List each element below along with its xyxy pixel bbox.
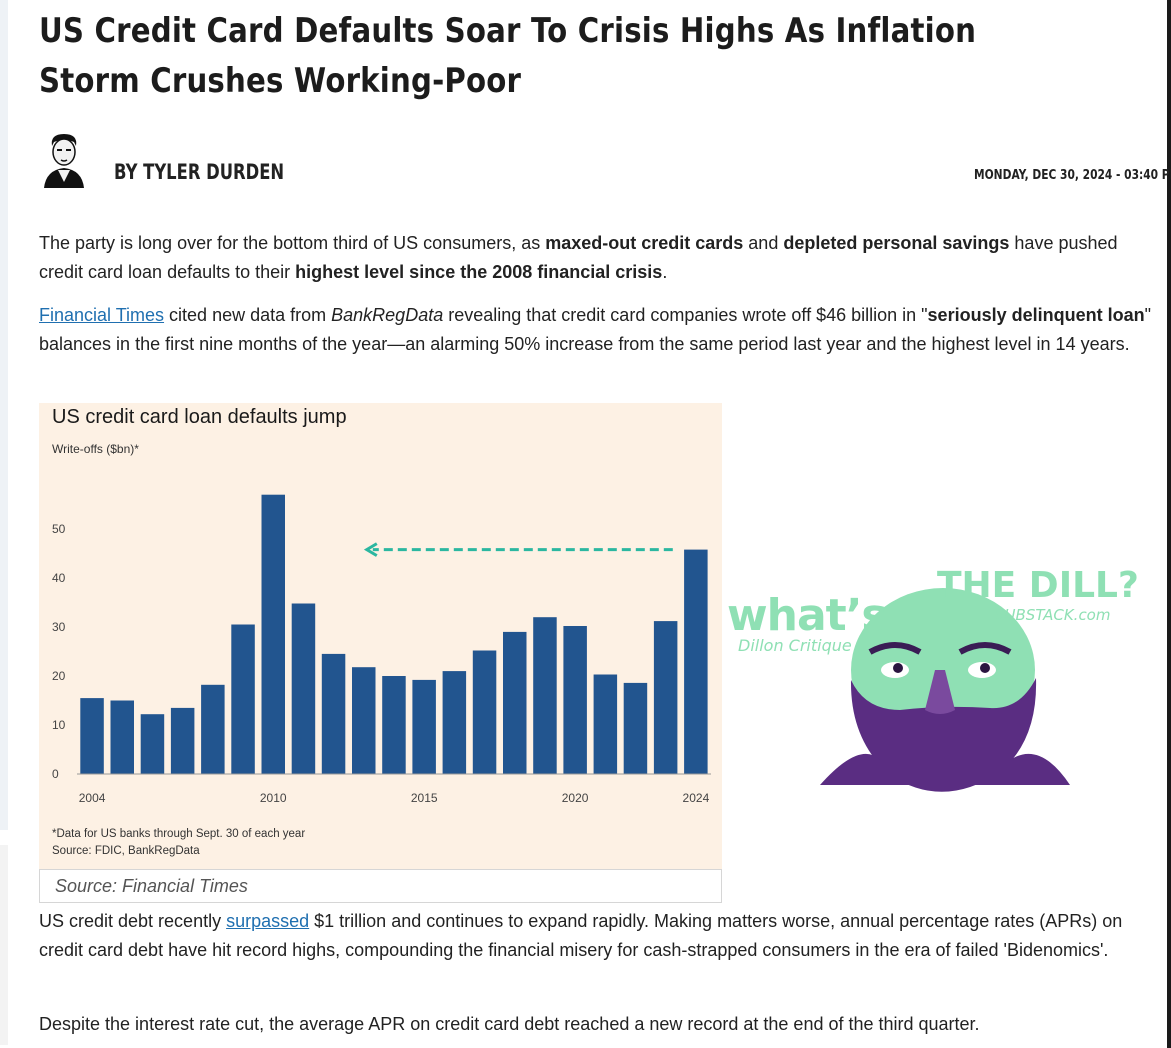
- left-edge-strip: [0, 0, 8, 830]
- y-tick-label-50: 50: [52, 522, 66, 536]
- bar-2024: [684, 549, 708, 774]
- financial-times-link[interactable]: Financial Times: [39, 305, 165, 325]
- bar-2009: [231, 624, 255, 774]
- chart-title: US credit card loan defaults jump: [52, 406, 347, 428]
- bar-2016: [442, 671, 467, 774]
- paragraph-apr: Despite the interest rate cut, the avera…: [39, 1014, 980, 1034]
- bar-2014: [382, 676, 406, 774]
- y-tick-label-20: 20: [52, 669, 66, 683]
- bar-2013: [352, 667, 376, 774]
- chart-y-label: Write-offs ($bn)*: [52, 442, 139, 456]
- bar-chart: 0 10 20 30 40 50 2004 2010 2015 2020 2024: [52, 494, 711, 805]
- bar-2022: [623, 682, 648, 774]
- bar-2004: [80, 698, 104, 775]
- y-tick-label-10: 10: [52, 718, 66, 732]
- watermark-what-text: what’s: [727, 590, 888, 641]
- caption-text: Source: Financial Times: [55, 876, 248, 896]
- bar-2011: [291, 603, 316, 774]
- y-tick-label-30: 30: [52, 620, 66, 634]
- x-tick-label-2015: 2015: [411, 791, 438, 805]
- window-right-border: [1167, 0, 1171, 1048]
- watermark-substack-text: SUBSTACK.com: [995, 606, 1111, 624]
- bar-2008: [201, 684, 225, 774]
- bar-2010: [261, 494, 285, 774]
- annotation-arrow-head: [363, 542, 378, 557]
- watermark-portrait-image: [820, 588, 1070, 792]
- x-tick-label-2004: 2004: [79, 791, 106, 805]
- watermark-critique-text: Dillon Critique: [738, 636, 852, 655]
- y-tick-label-0: 0: [52, 767, 59, 781]
- paragraph-credit-debt: US credit debt recently surpassed $1 tri…: [39, 911, 1123, 960]
- bar-2023: [653, 621, 678, 774]
- bar-2017: [472, 650, 497, 774]
- bar-2020: [563, 626, 587, 774]
- chart-figure: US credit card loan defaults jump Write-…: [39, 403, 722, 869]
- bar-2018: [503, 631, 527, 774]
- publish-date: MONDAY, DEC 30, 2024 - 03:40 PM: [974, 168, 1171, 183]
- watermark-dill-text: THE DILL?: [937, 565, 1139, 606]
- y-tick-label-40: 40: [52, 571, 66, 585]
- bar-2005: [110, 700, 134, 774]
- chart-notes: *Data for US banks through Sept. 30 of e…: [52, 826, 305, 860]
- image-caption: Source: Financial Times: [39, 869, 722, 903]
- bar-2012: [321, 653, 346, 774]
- x-tick-label-2020: 2020: [562, 791, 589, 805]
- x-tick-label-2024: 2024: [683, 791, 710, 805]
- chart-note-data: *Data for US banks through Sept. 30 of e…: [52, 828, 306, 840]
- surpassed-link[interactable]: surpassed: [226, 911, 310, 931]
- bar-2019: [533, 617, 557, 774]
- bar-2006: [140, 714, 165, 774]
- paragraph-ft-data: Financial Times cited new data from Bank…: [39, 305, 1151, 354]
- x-tick-label-2010: 2010: [260, 791, 287, 805]
- bar-2007: [170, 707, 195, 775]
- paragraph-intro: The party is long over for the bottom th…: [39, 233, 1118, 282]
- bar-2015: [412, 679, 436, 774]
- left-edge-strip-lower: [0, 845, 8, 1045]
- author-byline[interactable]: BY TYLER DURDEN: [114, 160, 285, 184]
- bar-2021: [593, 674, 618, 774]
- author-avatar[interactable]: [40, 132, 88, 188]
- article-title: US Credit Card Defaults Soar To Crisis H…: [39, 11, 977, 101]
- chart-note-source: Source: FDIC, BankRegData: [52, 845, 200, 857]
